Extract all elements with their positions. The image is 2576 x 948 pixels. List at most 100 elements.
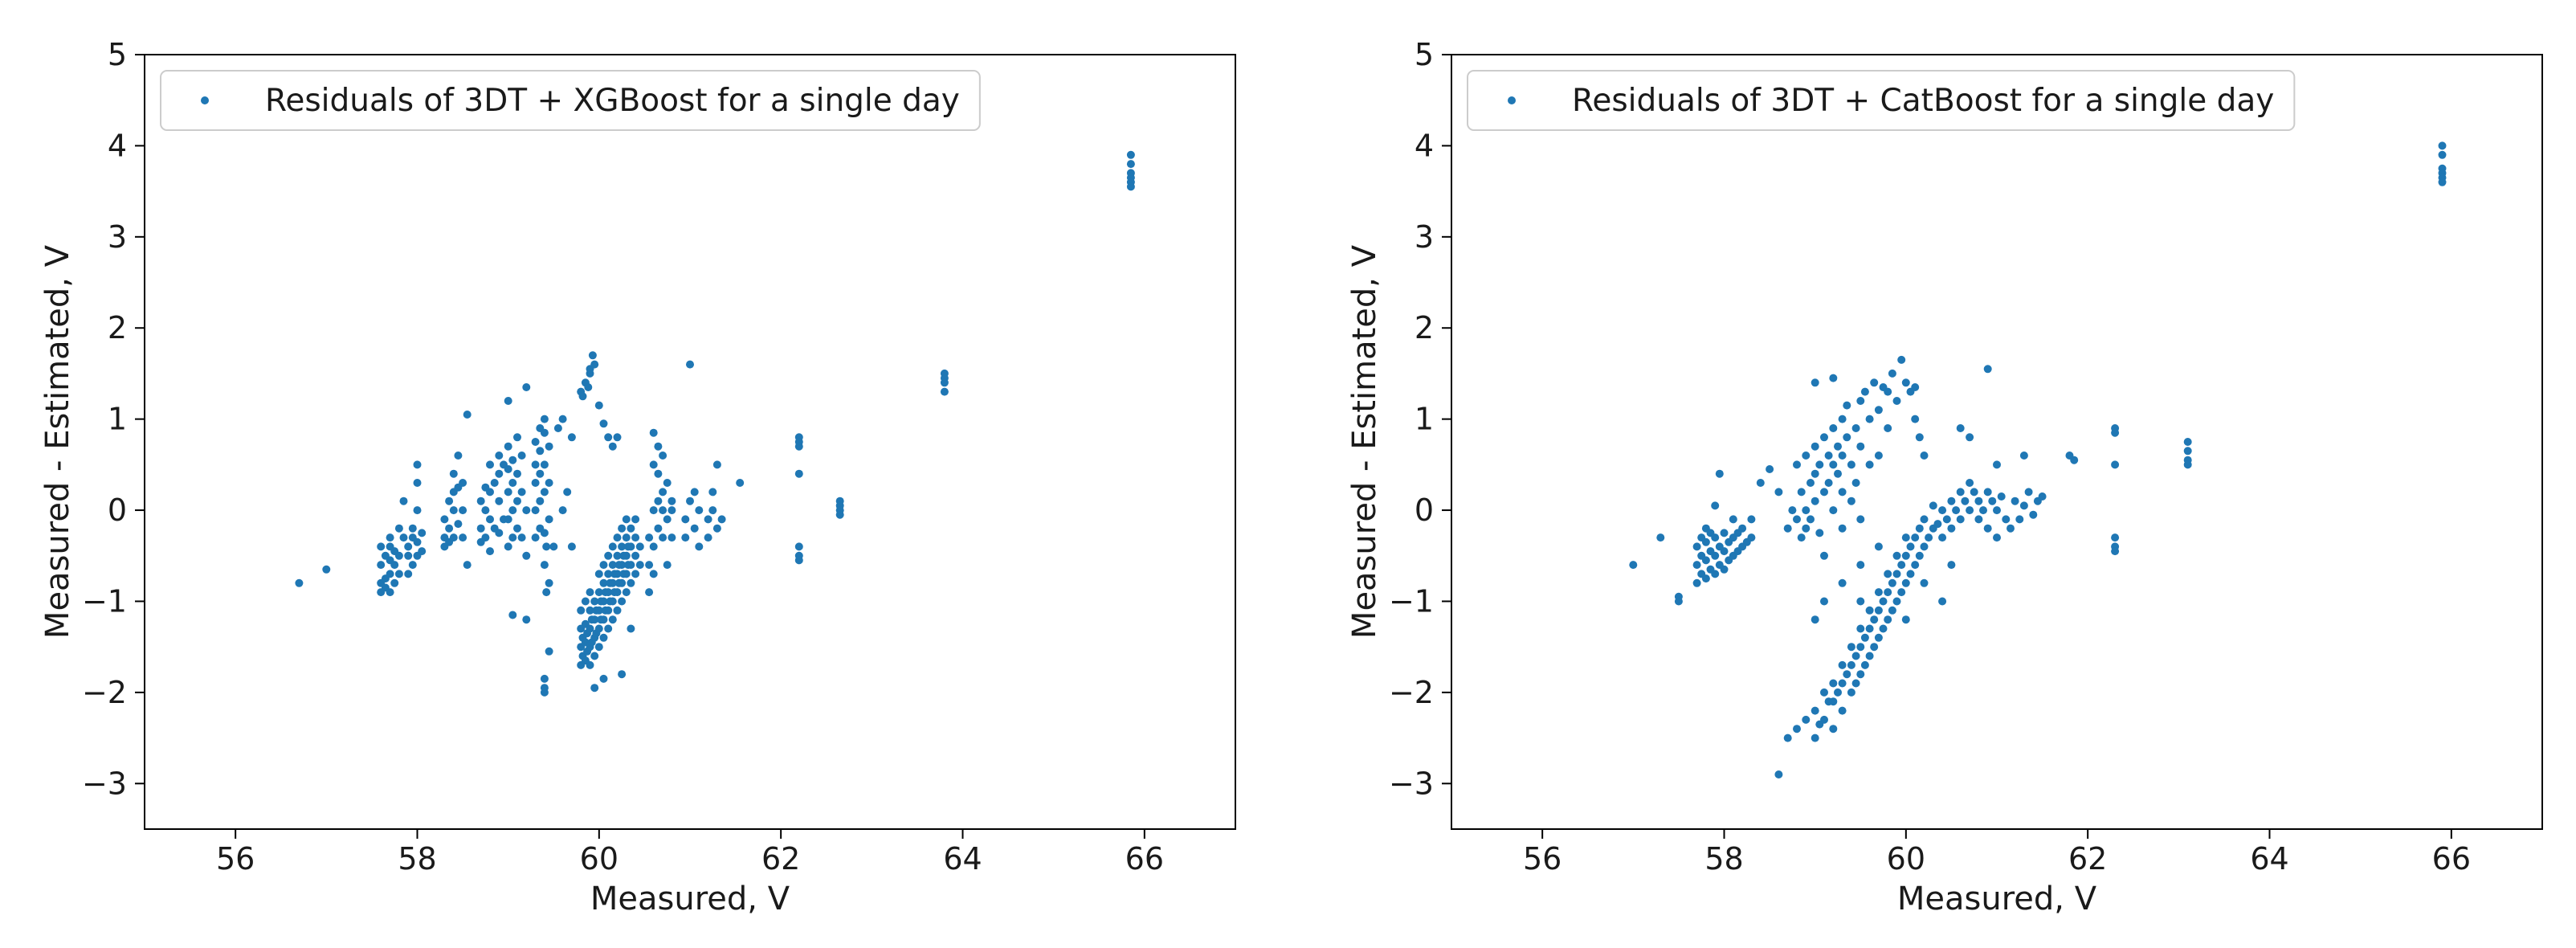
data-point <box>1834 688 1842 697</box>
data-point <box>599 578 608 587</box>
data-point <box>1915 551 1924 560</box>
data-point <box>567 542 576 551</box>
data-point <box>1856 561 1865 570</box>
data-point <box>508 506 517 515</box>
data-point <box>1956 424 1965 432</box>
data-point <box>649 460 658 469</box>
x-tick-label: 58 <box>1704 841 1743 876</box>
data-point <box>708 506 717 515</box>
data-point <box>495 469 504 478</box>
data-point <box>1838 578 1847 587</box>
data-point <box>540 428 549 437</box>
data-point <box>404 551 413 560</box>
data-point <box>542 588 551 597</box>
data-point <box>459 533 467 542</box>
data-point <box>1720 547 1729 556</box>
data-point <box>481 506 490 515</box>
data-point <box>794 442 803 451</box>
data-point <box>1879 597 1888 606</box>
data-point <box>386 533 394 542</box>
data-point <box>599 561 608 570</box>
data-point <box>459 506 467 515</box>
data-point <box>1974 496 1983 505</box>
data-point <box>1874 606 1883 615</box>
data-point <box>1793 725 1801 733</box>
scatter-points <box>1629 141 2447 778</box>
data-point <box>1783 733 1792 742</box>
data-point <box>418 529 427 537</box>
data-point <box>649 428 658 437</box>
data-point <box>613 533 622 542</box>
data-point <box>531 438 540 446</box>
y-tick-label: −3 <box>1389 766 1434 801</box>
data-point <box>1988 496 1997 505</box>
data-point <box>590 684 599 693</box>
data-point <box>663 479 672 487</box>
data-point <box>1983 365 1992 374</box>
data-point <box>2183 438 2192 446</box>
data-point <box>1847 660 1855 669</box>
data-point <box>586 660 594 669</box>
data-point <box>1126 160 1135 169</box>
data-point <box>794 469 803 478</box>
data-point <box>2111 460 2120 469</box>
data-point <box>504 465 512 473</box>
data-point <box>604 606 613 615</box>
data-point <box>2024 488 2033 496</box>
data-point <box>508 611 517 619</box>
data-point <box>1774 488 1783 496</box>
data-point <box>594 624 603 633</box>
y-tick-label: 3 <box>108 219 127 255</box>
data-point <box>586 588 594 597</box>
data-point <box>449 533 458 542</box>
data-point <box>1860 660 1869 669</box>
data-point <box>1802 524 1811 533</box>
data-point <box>495 529 504 537</box>
catboost-residuals-chart: 56 58 60 62 64 66 −3 −2 −1 0 1 2 3 4 5 Measured, V Measu… <box>1346 37 2543 917</box>
data-point <box>1820 551 1828 560</box>
legend-marker <box>1508 96 1516 104</box>
data-point <box>1829 374 1838 382</box>
data-point <box>1997 492 2006 501</box>
y-tick-label: −2 <box>82 675 127 710</box>
data-point <box>390 578 399 587</box>
data-point <box>2438 141 2447 150</box>
data-point <box>1838 415 1847 423</box>
data-point <box>1856 597 1865 606</box>
data-point <box>504 488 512 496</box>
data-point <box>708 488 717 496</box>
data-point <box>1856 643 1865 652</box>
data-point <box>558 415 567 423</box>
data-point <box>508 533 517 542</box>
data-point <box>1901 578 1910 587</box>
data-point <box>418 547 427 556</box>
data-point <box>1901 378 1910 387</box>
data-point <box>1860 633 1869 642</box>
data-point <box>608 442 617 451</box>
data-point <box>717 515 726 524</box>
data-point <box>613 588 622 597</box>
data-point <box>1911 561 1920 570</box>
data-point <box>1738 524 1747 533</box>
data-point <box>1843 670 1851 679</box>
data-point <box>590 597 599 606</box>
data-point <box>594 606 603 615</box>
data-point <box>1870 378 1879 387</box>
data-point <box>645 533 654 542</box>
data-point <box>1897 355 1906 364</box>
data-point <box>1788 506 1797 515</box>
data-point <box>394 524 403 533</box>
data-point <box>545 647 553 656</box>
data-point <box>1834 442 1842 451</box>
data-point <box>2007 524 2015 533</box>
data-point <box>618 597 627 606</box>
data-point <box>504 515 512 524</box>
data-point <box>667 533 676 542</box>
data-point <box>622 533 631 542</box>
data-point <box>1851 424 1860 432</box>
data-point <box>608 561 617 570</box>
data-point <box>1884 615 1892 624</box>
data-point <box>627 542 635 551</box>
data-point <box>553 424 562 432</box>
data-point <box>476 524 485 533</box>
